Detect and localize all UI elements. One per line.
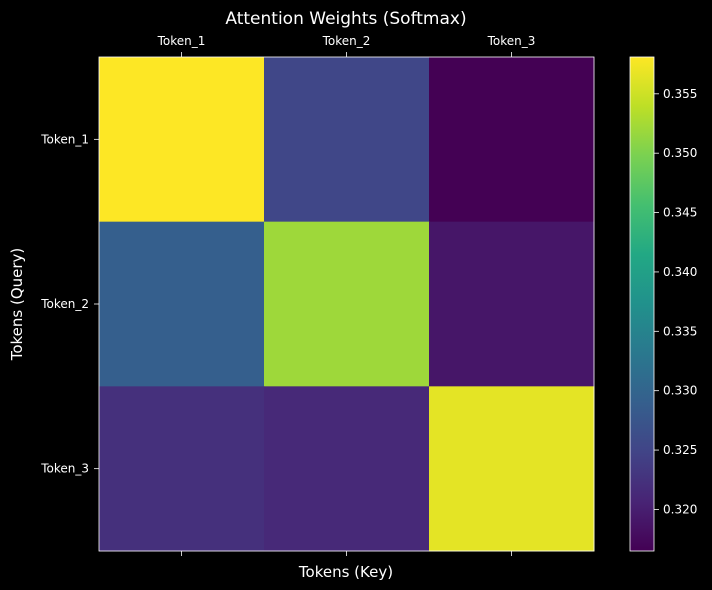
heatmap-cell — [99, 221, 265, 387]
chart-title: Attention Weights (Softmax) — [225, 9, 466, 29]
y-tick-label: Token_3 — [40, 462, 89, 476]
heatmap-cell — [264, 221, 430, 387]
y-tick-label: Token_2 — [40, 297, 89, 311]
y-tick-label: Token_1 — [40, 132, 89, 146]
heatmap-cell — [99, 57, 265, 223]
colorbar-tick-label: 0.330 — [663, 384, 697, 398]
x-tick-label: Token_3 — [487, 34, 536, 48]
colorbar-tick-label: 0.340 — [663, 265, 697, 279]
x-tick-label: Token_1 — [157, 34, 206, 48]
colorbar-tick-label: 0.320 — [663, 502, 697, 516]
x-tick-label: Token_2 — [322, 34, 371, 48]
heatmap-cell — [264, 386, 430, 552]
heatmap-cell — [99, 386, 265, 552]
colorbar-tick-label: 0.325 — [663, 443, 697, 457]
heatmap-cell — [429, 221, 595, 387]
x-axis-label: Tokens (Key) — [298, 563, 393, 581]
colorbar-tick-label: 0.355 — [663, 87, 697, 101]
colorbar-ticks: 0.320 0.325 0.330 0.335 0.340 0.345 0.350 0.355 — [654, 87, 697, 516]
heatmap-cell — [264, 57, 430, 223]
x-axis-ticks: Token_1 Token_2 Token_3 — [157, 34, 536, 556]
colorbar-tick-label: 0.350 — [663, 146, 697, 160]
y-axis-label: Tokens (Query) — [8, 248, 26, 362]
heatmap-cells — [99, 57, 595, 552]
heatmap-cell — [429, 57, 595, 223]
heatmap-cell — [429, 386, 595, 552]
colorbar-tick-label: 0.335 — [663, 324, 697, 338]
y-axis-ticks: Token_1 Token_2 Token_3 — [40, 132, 99, 476]
colorbar — [629, 56, 655, 552]
colorbar-tick-label: 0.345 — [663, 206, 697, 220]
